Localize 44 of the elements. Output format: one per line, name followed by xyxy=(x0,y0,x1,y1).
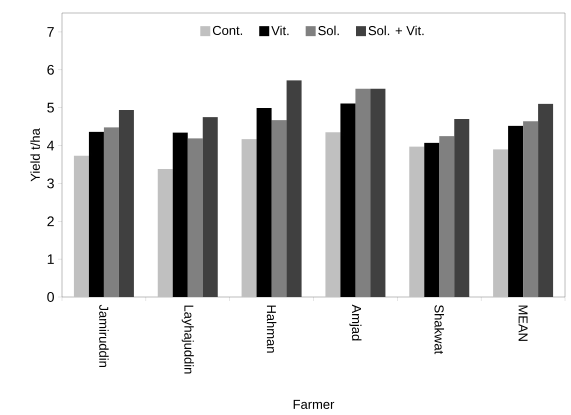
x-tick-label: Hahman xyxy=(266,306,276,353)
bar xyxy=(118,110,134,297)
bar xyxy=(424,142,440,297)
bar xyxy=(158,169,173,297)
bar xyxy=(454,119,470,297)
y-tick-label: 2 xyxy=(47,216,54,226)
bar xyxy=(242,139,257,297)
y-axis-title: Yield t/ha xyxy=(30,128,40,182)
bar xyxy=(538,104,554,297)
legend-label: Sol. + Vit. xyxy=(368,26,424,36)
y-tick-label: 1 xyxy=(48,254,54,264)
bar xyxy=(74,156,89,297)
bar xyxy=(508,126,524,297)
bar xyxy=(439,136,454,297)
bar xyxy=(370,88,386,297)
legend-label: Sol. xyxy=(318,26,339,36)
legend-label: Vit. xyxy=(271,26,289,36)
y-tick-label: 5 xyxy=(47,102,54,113)
x-tick-label: MEAN xyxy=(518,306,528,341)
bar xyxy=(493,149,508,297)
bar xyxy=(256,108,272,297)
bar xyxy=(286,80,302,297)
bar xyxy=(88,132,104,297)
y-tick-label: 4 xyxy=(47,140,54,150)
bar xyxy=(340,104,356,297)
y-tick-label: 6 xyxy=(47,64,54,75)
x-tick-label: Shakwat xyxy=(434,305,444,354)
bar xyxy=(188,138,203,297)
y-tick-label: 7 xyxy=(47,27,54,37)
bar xyxy=(523,121,538,297)
x-tick-label: Jamiruddin xyxy=(99,304,109,368)
bar xyxy=(325,132,340,297)
x-axis-title: Farmer xyxy=(294,400,334,409)
legend-label: Cont. xyxy=(212,26,242,36)
y-tick-label: 0 xyxy=(47,292,54,302)
x-tick-label: Layhajuddin xyxy=(182,306,194,374)
bar xyxy=(355,88,370,297)
bar xyxy=(409,146,424,297)
bar xyxy=(104,127,119,297)
y-tick-label: 3 xyxy=(47,178,54,188)
bar xyxy=(272,120,287,297)
bar xyxy=(202,117,218,297)
bar xyxy=(172,132,188,297)
x-tick-label: Amjad xyxy=(349,304,362,340)
